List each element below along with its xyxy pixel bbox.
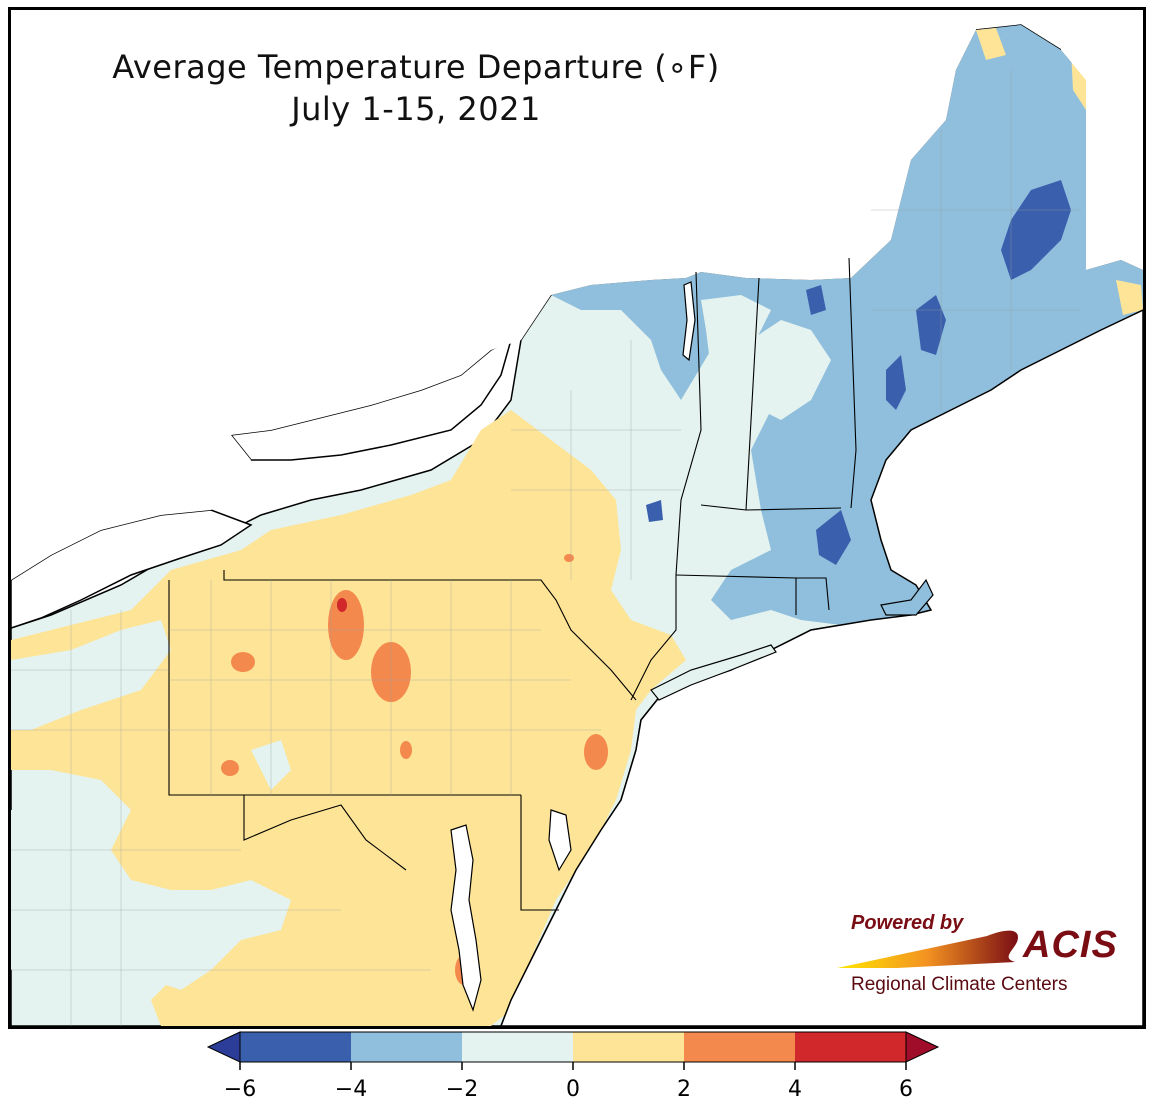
long-island <box>650 644 777 701</box>
region-below-normal <box>551 25 1143 625</box>
colorbar-bin-3 <box>573 1032 684 1062</box>
pocket-near-normal-wv <box>131 890 241 990</box>
colorbar-bin-5 <box>795 1032 906 1062</box>
canada-area <box>11 10 976 580</box>
colorbar: −6 −4 −2 0 2 4 6 <box>206 1031 940 1102</box>
pocket-near-normal-west <box>11 620 171 730</box>
cape-cod <box>880 578 934 616</box>
colorbar-ticks: −6 −4 −2 0 2 4 6 <box>224 1062 913 1102</box>
very-hot-spot-pa <box>337 598 347 612</box>
colorbar-extend-under <box>206 1031 241 1063</box>
atlantic-ocean <box>500 309 1143 1026</box>
colorbar-extend-over <box>905 1031 940 1063</box>
hot-spot-pa-5 <box>400 741 412 759</box>
hot-spot-pa-3 <box>231 652 255 672</box>
colorbar-bin-1 <box>351 1032 462 1062</box>
cold-core-ny <box>646 500 663 522</box>
cold-core-ma <box>816 510 851 565</box>
hot-spot-pa-1 <box>328 590 364 660</box>
hot-spot-ny <box>564 554 574 562</box>
canada-east <box>1061 10 1143 270</box>
colorbar-tick-label: 6 <box>899 1077 913 1102</box>
colorbar-tick-label: −4 <box>335 1077 367 1102</box>
hot-spot-nj <box>584 734 608 770</box>
colorbar-bin-4 <box>684 1032 795 1062</box>
temperature-departure-map <box>11 10 1143 1026</box>
colorbar-bins <box>206 1031 940 1063</box>
lake-champlain <box>682 281 696 362</box>
state-borders <box>168 257 857 911</box>
cold-core-maine <box>1001 180 1071 280</box>
map-title: Average Temperature Departure (∘F) <box>112 48 720 86</box>
region-above-normal-maine <box>976 28 1006 60</box>
county-lines <box>11 70 1081 1026</box>
hot-spot-pa-4 <box>221 760 239 776</box>
map-frame: Average Temperature Departure (∘F) July … <box>8 7 1146 1029</box>
colorbar-tick-label: −6 <box>224 1077 256 1102</box>
delaware-bay <box>548 809 572 872</box>
chesapeake-bay <box>450 824 482 1012</box>
colorbar-tick-label: 2 <box>677 1077 691 1102</box>
acis-name: ACIS <box>1023 924 1118 966</box>
colorbar-tick-label: 4 <box>788 1077 802 1102</box>
pocket-near-normal-nh <box>761 330 826 420</box>
acis-logo: Powered by ACIS Regional Climate Centers <box>837 912 1127 1002</box>
colorbar-bin-0 <box>240 1032 351 1062</box>
colorbar-bin-2 <box>462 1032 573 1062</box>
cold-core-vt <box>806 285 826 315</box>
colorbar-tick-label: 0 <box>566 1077 580 1102</box>
region-above-normal-coast <box>1116 280 1143 315</box>
region-above-normal <box>11 410 686 1026</box>
map-date-range: July 1-15, 2021 <box>291 90 541 128</box>
colorbar-tick-label: −2 <box>446 1077 478 1102</box>
pocket-near-normal-vt <box>701 295 771 380</box>
acis-swoosh <box>837 930 1018 968</box>
acis-powered-by: Powered by <box>851 912 964 934</box>
acis-subtitle: Regional Climate Centers <box>851 974 1068 995</box>
cold-core-maine-3 <box>886 355 906 410</box>
